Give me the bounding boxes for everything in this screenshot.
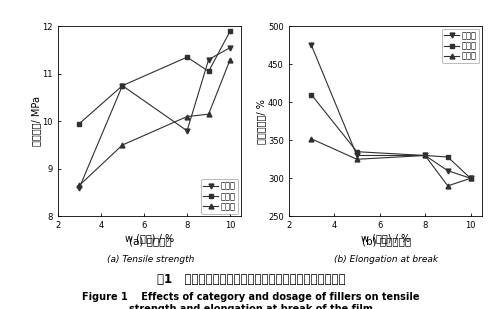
硅灰石 [466,176,472,180]
Text: (b) 断裂伸长率: (b) 断裂伸长率 [361,236,410,246]
Line: 碳酸馒: 碳酸馒 [77,57,232,188]
Text: (a) Tensile strength: (a) Tensile strength [107,255,194,264]
碳酸馒 [421,154,427,157]
云母粉 [119,84,125,87]
碳酸馒 [444,184,450,188]
Text: 图1   填料种类和用量对漆膜拉伸强度和断裂伸长率的影响: 图1 填料种类和用量对漆膜拉伸强度和断裂伸长率的影响 [156,273,345,286]
碳酸馒 [76,184,82,187]
Text: (b) Elongation at break: (b) Elongation at break [334,255,438,264]
云母粉 [205,58,211,61]
硅灰石 [76,122,82,125]
Y-axis label: 断裂伸长率/ %: 断裂伸长率/ % [256,99,266,144]
云母粉 [227,46,233,49]
Line: 云母粉: 云母粉 [308,43,472,181]
碳酸馒 [353,157,359,161]
碳酸馒 [205,112,211,116]
硅灰石 [353,150,359,154]
碳酸馒 [308,137,314,141]
碳酸馒 [184,115,190,118]
Text: Figure 1    Effects of category and dosage of fillers on tensile
strength and el: Figure 1 Effects of category and dosage … [82,292,419,309]
X-axis label: w (填料) / %: w (填料) / % [360,233,409,243]
硅灰石 [205,70,211,73]
Legend: 云母粉, 硅灰石, 碳酸馒: 云母粉, 硅灰石, 碳酸馒 [441,29,478,63]
Y-axis label: 拉伸强度/ MPa: 拉伸强度/ MPa [31,96,41,146]
Text: (a) 拉伸强度: (a) 拉伸强度 [129,236,171,246]
Line: 硅灰石: 硅灰石 [77,29,232,126]
云母粉 [308,43,314,47]
硅灰石 [444,155,450,159]
碳酸馒 [227,58,233,61]
云母粉 [444,169,450,172]
云母粉 [466,176,472,180]
Line: 硅灰石: 硅灰石 [308,92,472,181]
硅灰石 [119,84,125,87]
硅灰石 [227,29,233,33]
云母粉 [421,154,427,157]
碳酸馒 [466,176,472,180]
X-axis label: w (填料) / %: w (填料) / % [125,233,173,243]
硅灰石 [308,93,314,96]
云母粉 [353,154,359,157]
硅灰石 [184,55,190,59]
Line: 云母粉: 云母粉 [77,45,232,190]
硅灰石 [421,154,427,157]
Legend: 云母粉, 硅灰石, 碳酸馒: 云母粉, 硅灰石, 碳酸馒 [200,179,238,214]
云母粉 [76,186,82,190]
碳酸馒 [119,143,125,147]
云母粉 [184,129,190,133]
Line: 碳酸馒: 碳酸馒 [308,136,472,188]
